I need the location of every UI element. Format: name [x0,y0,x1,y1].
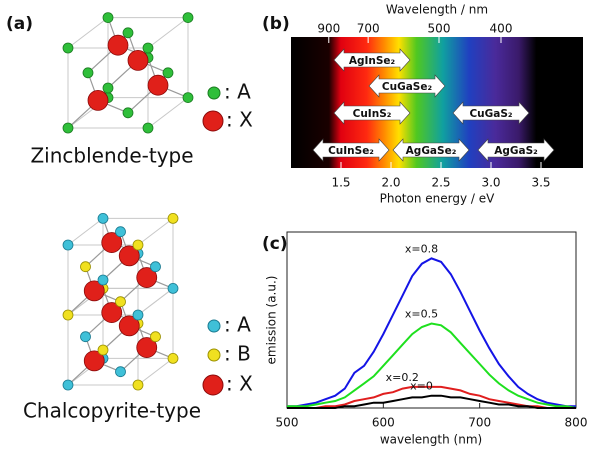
legend-atom [203,375,223,395]
atom [83,68,93,78]
x-tick-label: 600 [372,416,395,430]
legend-atom [203,111,223,131]
atom [123,28,133,38]
material-label: AgGaSe₂ [406,145,457,157]
atom [98,213,108,223]
legend-atom [208,320,220,332]
series-label: x=0.8 [405,242,438,255]
material-label: CuInSe₂ [328,145,374,157]
series-label: x=0.5 [405,308,438,321]
atom [148,75,168,95]
x-tick-label: 500 [276,416,299,430]
x-tick-label: 700 [468,416,491,430]
atom [133,310,143,320]
atom [98,345,108,355]
atom [88,90,108,110]
cell-edge [148,98,188,128]
zincblende-structure [63,13,193,133]
panel-label: (b) [262,14,290,34]
cell-edge [138,358,173,385]
atom [128,50,148,70]
atom [133,380,143,390]
legend-atom [208,87,220,99]
x2-tick-label: 500 [428,22,451,36]
x-tick-label: 3.5 [531,176,550,190]
atom [183,93,193,103]
x2-tick-label: 400 [490,22,513,36]
atom [168,283,178,293]
atom [116,367,126,377]
x2-tick-label: 700 [357,22,380,36]
atom [116,227,126,237]
structure-name: Chalcopyrite-type [23,399,201,423]
material-label: CuGaS₂ [469,108,512,120]
atom [143,43,153,53]
atom [163,68,173,78]
structure-name: Zincblende-type [30,144,193,168]
atom [81,332,91,342]
legend-text: : A [224,313,251,337]
x-tick-label: 2.5 [431,176,450,190]
atom [81,262,91,272]
x-tick-label: 800 [565,416,588,430]
cell-edge [138,218,173,245]
atom [151,332,161,342]
atom [143,123,153,133]
atom [116,297,126,307]
atom [63,240,73,250]
atom [168,213,178,223]
atom [63,310,73,320]
chalcopyrite-structure [63,213,178,390]
y-axis-label: emission (a.u.) [265,276,279,365]
series-label: x=0 [410,380,433,393]
atom [103,83,113,93]
x2-axis-label: Wavelength / nm [386,3,488,17]
material-label: CuGaSe₂ [382,81,433,93]
x-tick-label: 2.0 [381,176,400,190]
atom [98,275,108,285]
atom [103,13,113,23]
panel-label: (a) [6,14,33,34]
legend-text: : A [224,80,251,104]
cell-edge [68,18,108,48]
legend-text: : X [226,372,253,396]
atom [63,380,73,390]
material-label: CuInS₂ [353,108,392,120]
atom [63,43,73,53]
x-tick-label: 3.0 [481,176,500,190]
x-axis-label: Photon energy / eV [380,192,496,206]
atom [168,353,178,363]
atom [108,35,128,55]
cell-edge [68,218,103,245]
figure: (a) Zincblende-type Chalcopyrite-type : … [0,0,595,449]
x-axis-label: wavelength (nm) [380,433,482,447]
legend-atom [208,349,220,361]
panel-label: (c) [262,234,288,254]
atom [63,123,73,133]
material-label: AgGaS₂ [494,145,538,157]
legend-text: : B [224,342,251,366]
cell-edge [148,18,188,48]
atom [183,13,193,23]
atom [123,108,133,118]
atom [133,240,143,250]
material-label: AgInSe₂ [349,55,396,67]
x-tick-label: 1.5 [331,176,350,190]
atom [151,262,161,272]
legend-text: : X [226,108,253,132]
x2-tick-label: 900 [317,22,340,36]
cell-edge [138,288,173,315]
